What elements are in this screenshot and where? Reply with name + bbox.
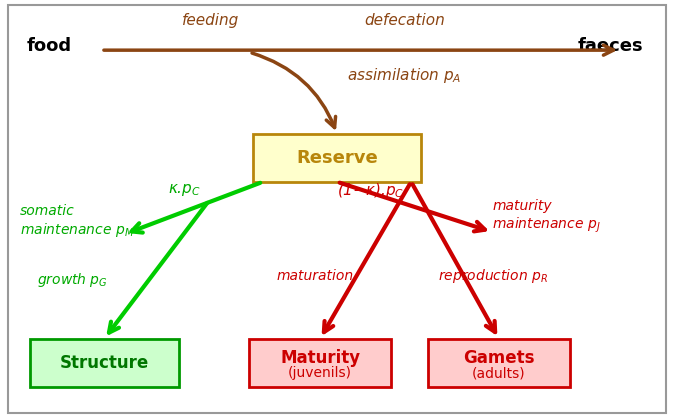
Text: assimilation $p_A$: assimilation $p_A$ [347, 66, 462, 85]
FancyBboxPatch shape [249, 339, 391, 387]
FancyBboxPatch shape [253, 134, 421, 182]
Text: somatic
maintenance $p_M$: somatic maintenance $p_M$ [20, 204, 135, 239]
FancyBboxPatch shape [30, 339, 179, 387]
Text: defecation: defecation [364, 13, 445, 28]
Text: (1−κ).$p_C$: (1−κ).$p_C$ [337, 181, 404, 200]
Text: Structure: Structure [60, 354, 149, 372]
Text: maturation: maturation [276, 269, 353, 283]
Text: reproduction $p_R$: reproduction $p_R$ [438, 267, 548, 285]
Text: food: food [27, 37, 72, 55]
Text: Reserve: Reserve [296, 149, 378, 167]
Text: Maturity: Maturity [280, 349, 360, 367]
Text: feeding: feeding [182, 13, 239, 28]
Text: faeces: faeces [578, 37, 644, 55]
Text: maturity
maintenance $p_J$: maturity maintenance $p_J$ [492, 199, 601, 235]
FancyBboxPatch shape [428, 339, 570, 387]
Text: (juvenils): (juvenils) [288, 366, 352, 380]
Text: growth $p_G$: growth $p_G$ [37, 271, 108, 289]
Text: (adults): (adults) [472, 366, 526, 380]
Text: Gamets: Gamets [463, 349, 534, 367]
Text: κ.$p_C$: κ.$p_C$ [168, 182, 202, 198]
